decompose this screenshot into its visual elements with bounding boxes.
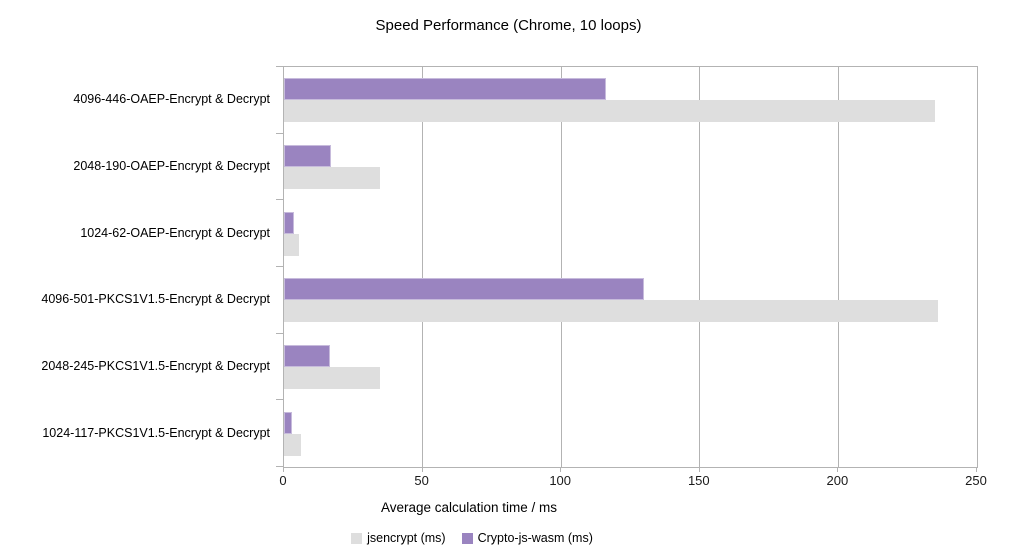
category-label: 4096-446-OAEP-Encrypt & Decrypt (73, 92, 270, 107)
value-tick-label: 50 (414, 473, 429, 488)
category-tick (276, 466, 283, 467)
bar-jsencrypt (284, 433, 301, 456)
category-label: 1024-62-OAEP-Encrypt & Decrypt (80, 225, 270, 240)
value-tick (698, 467, 700, 472)
category-tick (276, 66, 283, 67)
crypto-js-wasm-swatch-icon (461, 532, 473, 544)
bar-jsencrypt (284, 300, 939, 323)
category-label: 4096-501-PKCS1V1.5-Encrypt & Decrypt (41, 292, 270, 307)
category-label: 2048-245-PKCS1V1.5-Encrypt & Decrypt (41, 358, 270, 373)
value-tick-label: 150 (687, 473, 710, 488)
bar-jsencrypt (284, 233, 300, 256)
x-axis-title: Average calculation time / ms (380, 500, 558, 515)
value-tick (560, 467, 562, 472)
bar-jsencrypt (284, 367, 380, 389)
value-tick-label: 100 (549, 473, 572, 488)
bar-crypto-js-wasm (284, 278, 645, 301)
value-tick (837, 467, 839, 472)
bar-crypto-js-wasm (284, 411, 293, 434)
category-tick (276, 199, 283, 200)
gridline (837, 67, 839, 467)
value-tick-label: 250 (965, 473, 987, 488)
gridline (422, 67, 424, 467)
category-tick (276, 133, 283, 134)
bar-crypto-js-wasm (284, 345, 330, 367)
value-tick-label: 200 (826, 473, 849, 488)
legend-item: Crypto-js-wasm (ms) (461, 531, 593, 545)
category-label: 1024-117-PKCS1V1.5-Encrypt & Decrypt (42, 425, 270, 440)
bar-jsencrypt (284, 100, 936, 123)
bar-crypto-js-wasm (284, 78, 606, 101)
value-tick (421, 467, 423, 472)
gridline (699, 67, 701, 467)
value-tick (976, 467, 977, 472)
gridline (560, 67, 562, 467)
category-label: 2048-190-OAEP-Encrypt & Decrypt (73, 158, 270, 173)
legend-label: jsencrypt (ms) (367, 531, 446, 545)
category-tick (276, 399, 283, 400)
bar-crypto-js-wasm (284, 211, 294, 234)
chart-title: Speed Performance (Chrome, 10 loops) (375, 17, 642, 34)
legend: jsencrypt (ms) Crypto-js-wasm (ms) (0, 531, 944, 545)
value-tick-label: 0 (279, 473, 287, 488)
legend-label: Crypto-js-wasm (ms) (477, 531, 593, 545)
category-tick (276, 266, 283, 267)
legend-item: jsencrypt (ms) (351, 531, 446, 545)
value-tick (283, 467, 284, 472)
category-tick (276, 333, 283, 334)
bar-jsencrypt (284, 167, 380, 189)
bar-crypto-js-wasm (284, 145, 332, 167)
plot-area (283, 66, 978, 468)
jsencrypt-swatch-icon (351, 532, 363, 544)
